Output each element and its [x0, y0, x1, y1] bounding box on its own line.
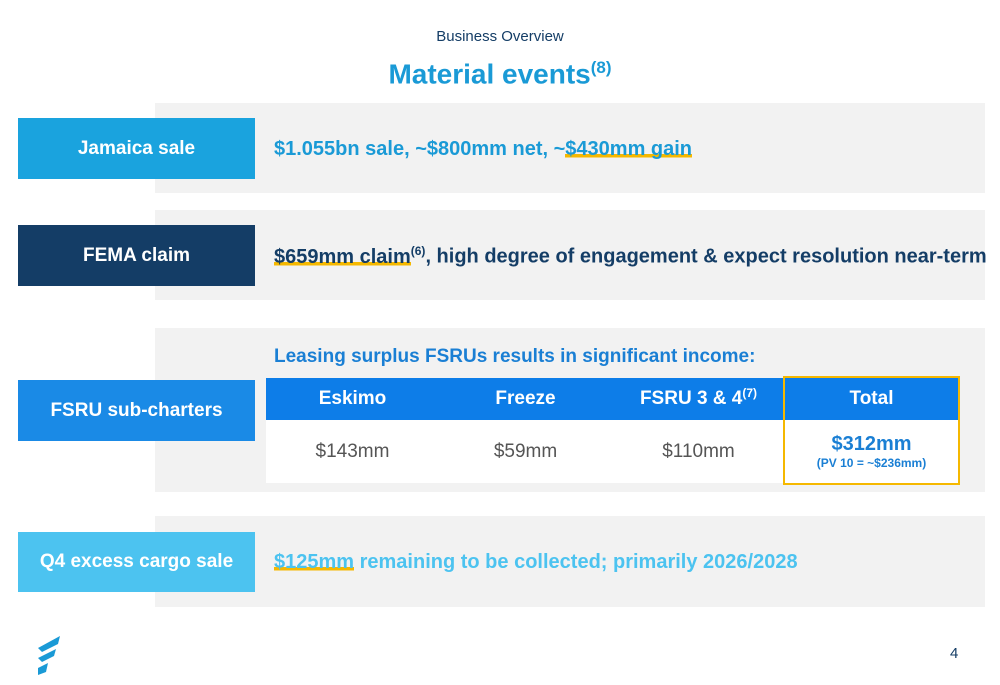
table-header: Eskimo [318, 388, 387, 409]
row-label: FSRU sub-charters [18, 380, 255, 441]
table-header: Total [849, 388, 894, 409]
table-cell: $110mm [662, 440, 735, 462]
kicker: Business Overview [436, 28, 564, 45]
total-note: (PV 10 = ~$236mm) [816, 456, 927, 470]
text: remaining to be collected; primarily 202… [354, 551, 798, 573]
title-text: Material events [388, 58, 591, 90]
table-header: FSRU 3 & 4 (7) [612, 378, 785, 420]
table-header-bg [266, 378, 958, 420]
logo [38, 636, 60, 675]
row-label: FEMA claim [18, 225, 255, 286]
page-number: 4 [950, 645, 959, 662]
row-text: $1.055bn sale, ~$800mm net, ~$430mm gain [274, 138, 693, 161]
table-header: Freeze [495, 388, 556, 409]
title-note: (8) [590, 58, 612, 77]
table-cell: $143mm [315, 440, 390, 462]
text: , high degree of engagement & expect res… [425, 245, 987, 268]
text: $1.055bn sale, ~$800mm net, ~ [274, 138, 566, 160]
row-label: Q4 excess cargo sale [18, 532, 255, 592]
table-cell: $59mm [493, 440, 558, 462]
note: (6) [410, 244, 426, 258]
row-label: Jamaica sale [18, 118, 255, 179]
title: Material events(8) [0, 58, 1000, 90]
table-body-bg [266, 420, 958, 483]
table-total-cell: $312mm (PV 10 = ~$236mm) [785, 420, 958, 483]
row-text: $125mm remaining to be collected; primar… [274, 551, 798, 574]
row-heading: Leasing surplus FSRUs results in signifi… [274, 346, 756, 367]
highlight: $430mm gain [565, 138, 693, 160]
header-text: FSRU 3 & 4 [639, 388, 743, 409]
total-outline [783, 376, 960, 485]
highlight: $659mm claim [274, 245, 411, 268]
total-value: $312mm [831, 433, 912, 455]
row-text: $659mm claim(6), high degree of engageme… [274, 244, 987, 269]
header-note: (7) [742, 386, 758, 400]
highlight: $125mm [274, 551, 355, 573]
